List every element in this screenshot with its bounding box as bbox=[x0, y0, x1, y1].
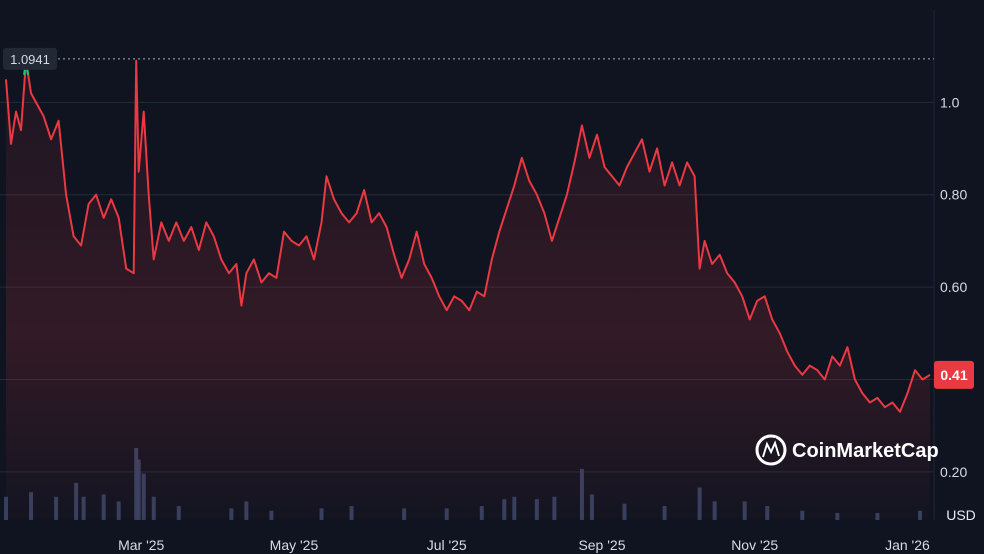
brand-name: CoinMarketCap bbox=[792, 440, 939, 462]
brand-watermark: CoinMarketCap bbox=[755, 434, 939, 466]
last-price-tag: 0.41 bbox=[934, 360, 974, 389]
x-tick-label: Jan '26 bbox=[885, 537, 930, 553]
high-price-tag-bg bbox=[3, 47, 57, 70]
last-price-label: 0.41 bbox=[940, 367, 967, 383]
currency-unit-label: USD bbox=[946, 507, 976, 523]
y-tick-label: 0.20 bbox=[940, 464, 967, 480]
x-tick-label: May '25 bbox=[270, 537, 319, 553]
x-tick-label: Nov '25 bbox=[731, 537, 778, 553]
price-line bbox=[5, 59, 931, 413]
x-tick-label: Jul '25 bbox=[427, 537, 467, 553]
x-tick-label: Mar '25 bbox=[118, 537, 164, 553]
high-price-tag: 1.0941 bbox=[3, 47, 57, 70]
price-area bbox=[6, 60, 930, 519]
coinmarketcap-logo-icon bbox=[755, 434, 787, 466]
last-price-tag-bg bbox=[934, 360, 974, 389]
x-tick-label: Sep '25 bbox=[578, 537, 625, 553]
y-axis-ticks: 0.20 0.60 0.80 1.0 bbox=[940, 94, 967, 479]
y-tick-label: 1.0 bbox=[940, 94, 960, 110]
high-price-label: 1.0941 bbox=[10, 52, 50, 67]
x-axis-ticks: Mar '25 May '25 Jul '25 Sep '25 Nov '25 Jan '… bbox=[118, 537, 930, 553]
y-tick-label: 0.80 bbox=[940, 187, 967, 203]
y-tick-label: 0.60 bbox=[940, 279, 967, 295]
